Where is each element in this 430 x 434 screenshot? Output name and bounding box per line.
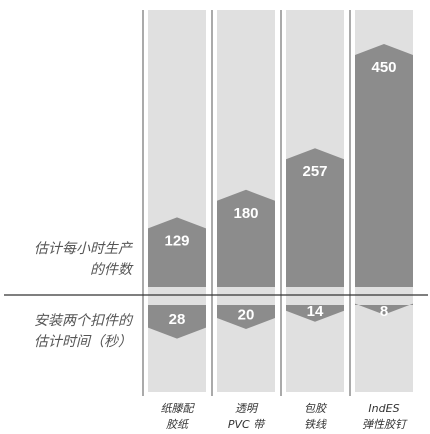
time-bar	[355, 303, 413, 315]
time-bar	[286, 305, 344, 322]
production-value-labels: 129 180 257 450	[164, 59, 396, 249]
time-bars	[148, 303, 413, 339]
category-label-0-line2: 胶纸	[166, 418, 188, 431]
time-value-label: 14	[307, 303, 324, 320]
production-bar	[217, 189, 275, 287]
category-label-1: 透明 PVC 带	[213, 401, 279, 433]
production-bar	[148, 217, 206, 287]
category-label-0: 纸滕配 胶纸	[144, 401, 210, 433]
production-value-label: 257	[302, 163, 327, 180]
category-label-2-line1: 包胶	[304, 402, 326, 415]
category-label-2-line2: 铁线	[304, 418, 326, 431]
category-label-3-line2: 弹性胶钉	[362, 418, 406, 431]
time-row-label: 安装两个扣件的 估计时间（秒）	[4, 311, 132, 353]
category-label-0-line1: 纸滕配	[160, 402, 194, 415]
time-bar	[148, 305, 206, 339]
production-value-label: 450	[371, 59, 396, 76]
time-row-label-line2: 估计时间（秒）	[34, 334, 132, 350]
time-value-labels: 28 20 14 8	[169, 303, 389, 328]
production-row-label: 估计每小时生产 的件数	[4, 239, 132, 281]
category-label-1-line2: PVC 带	[227, 418, 265, 431]
production-bars	[148, 44, 413, 287]
production-value-label: 129	[164, 232, 189, 249]
production-row-label-line1: 估计每小时生产	[34, 241, 132, 257]
production-bar	[286, 148, 344, 287]
category-label-2: 包胶 铁线	[282, 401, 348, 433]
category-label-1-line1: 透明	[235, 402, 257, 415]
time-value-label: 8	[380, 303, 388, 320]
time-value-label: 28	[169, 311, 186, 328]
production-value-label: 180	[233, 205, 258, 222]
time-value-label: 20	[238, 306, 255, 323]
time-row-label-line1: 安装两个扣件的	[34, 313, 132, 329]
production-row-label-line2: 的件数	[90, 262, 132, 278]
category-label-3: IndES 弹性胶钉	[351, 401, 417, 433]
production-bar	[355, 44, 413, 287]
time-bar	[217, 305, 275, 329]
category-label-3-line1: IndES	[368, 402, 400, 415]
column-separators	[142, 10, 351, 396]
